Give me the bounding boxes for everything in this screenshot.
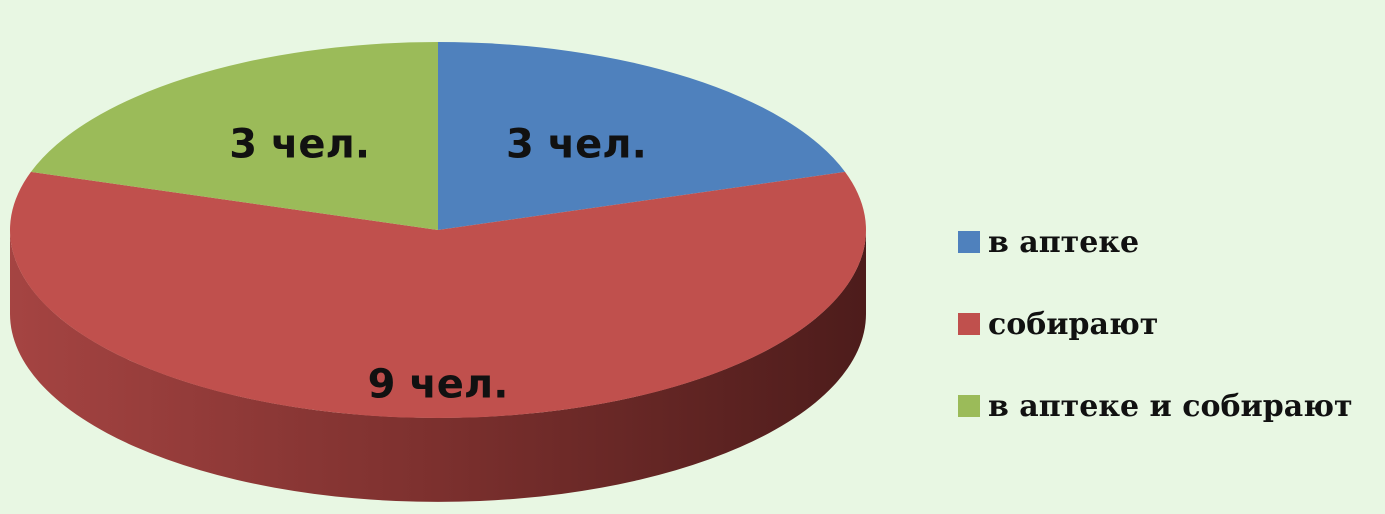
- legend-item-sobirayut: собирают: [958, 304, 1378, 344]
- legend-swatch-sobirayut: [958, 313, 980, 335]
- pie-data-labels: 3 чел. 9 чел. 3 чел.: [229, 121, 647, 407]
- legend-label-sobirayut: собирают: [988, 306, 1159, 342]
- data-label-собирают: 9 чел.: [368, 362, 509, 408]
- pie-side-собирают: [10, 230, 866, 502]
- pie-side-wall: [10, 230, 866, 502]
- legend-item-v-apteke: в аптеке: [958, 222, 1378, 262]
- legend-swatch-v-apteke: [958, 231, 980, 253]
- pie-top: [9, 42, 867, 419]
- legend-item-v-apteke-i-sobirayut: в аптеке и собирают: [958, 386, 1378, 426]
- data-label-в-аптеке: 3 чел.: [506, 121, 647, 167]
- pie-slice-в-аптеке-и-собирают: [30, 42, 438, 230]
- legend-label-v-apteke-i-sobirayut: в аптеке и собирают: [988, 388, 1353, 424]
- data-label-в-аптеке-и-собирают: 3 чел.: [229, 121, 370, 167]
- legend-label-v-apteke: в аптеке: [988, 224, 1140, 260]
- pie-slice-в-аптеке: [438, 42, 846, 230]
- legend: в аптеке собирают в аптеке и собирают: [958, 222, 1378, 468]
- pie-slice-собирают: [9, 171, 867, 419]
- legend-swatch-v-apteke-i-sobirayut: [958, 395, 980, 417]
